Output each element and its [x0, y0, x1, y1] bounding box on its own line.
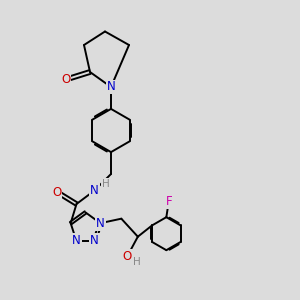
- Text: H: H: [133, 257, 141, 267]
- Text: N: N: [106, 80, 116, 94]
- Text: N: N: [90, 234, 99, 247]
- Text: O: O: [61, 73, 70, 86]
- Text: N: N: [72, 234, 81, 247]
- Text: F: F: [165, 195, 172, 208]
- Text: N: N: [90, 184, 99, 197]
- Text: H: H: [102, 179, 110, 189]
- Text: O: O: [123, 250, 132, 263]
- Text: O: O: [52, 185, 62, 199]
- Text: N: N: [96, 217, 105, 230]
